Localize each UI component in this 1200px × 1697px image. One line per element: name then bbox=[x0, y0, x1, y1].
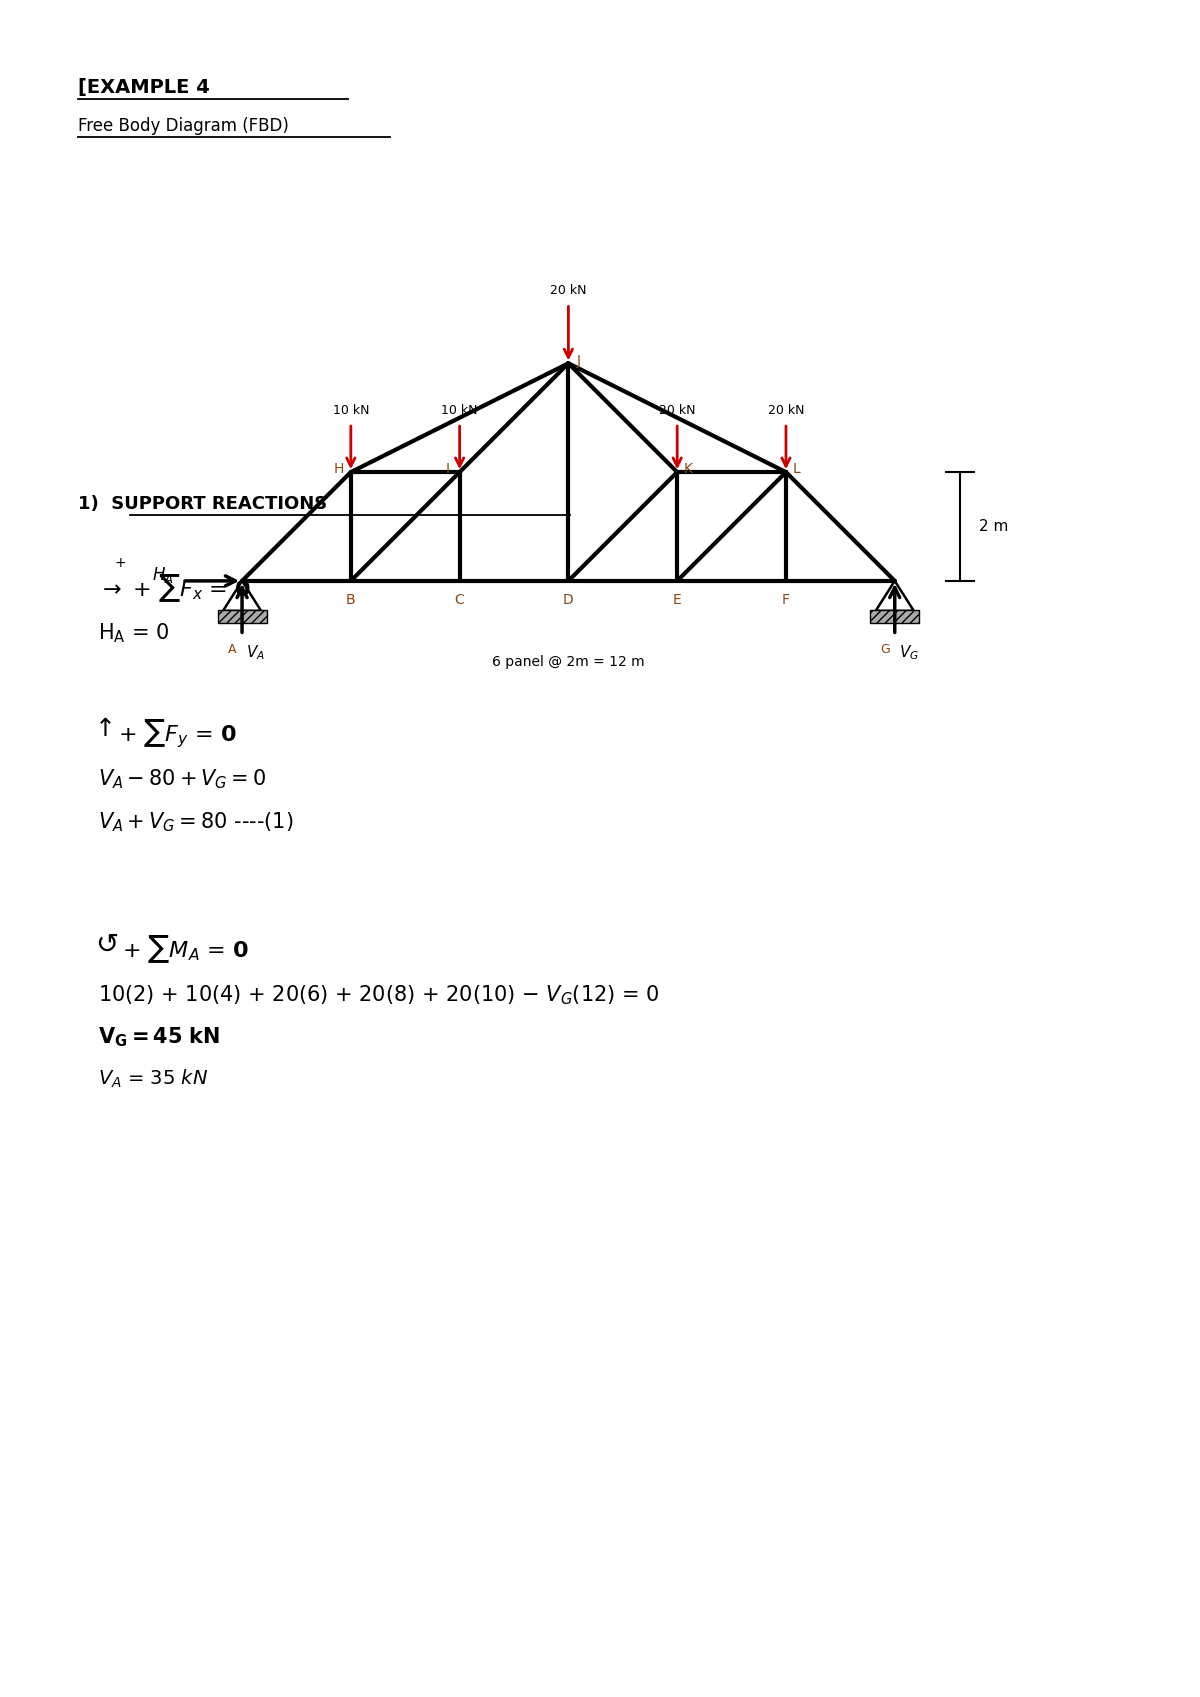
Text: 10(2) + 10(4) + 20(6) + 20(8) + 20(10) $-$ $V_G$(12) = 0: 10(2) + 10(4) + 20(6) + 20(8) + 20(10) $… bbox=[98, 983, 660, 1006]
Text: F: F bbox=[782, 592, 790, 608]
Text: $V_A$ = 35 $kN$: $V_A$ = 35 $kN$ bbox=[98, 1067, 209, 1089]
Text: $\uparrow$: $\uparrow$ bbox=[90, 718, 113, 742]
Text: E: E bbox=[673, 592, 682, 608]
Text: 10 kN: 10 kN bbox=[332, 404, 370, 417]
Text: Free Body Diagram (FBD): Free Body Diagram (FBD) bbox=[78, 117, 289, 134]
Text: $\mathrm{H_A}$ = 0: $\mathrm{H_A}$ = 0 bbox=[98, 621, 169, 645]
Text: $\circlearrowleft$: $\circlearrowleft$ bbox=[90, 930, 119, 959]
Text: $H_A$: $H_A$ bbox=[152, 565, 174, 585]
Text: $\rightarrow$ + $\sum F_x$ = $\mathbf{0}$: $\rightarrow$ + $\sum F_x$ = $\mathbf{0}… bbox=[98, 572, 252, 604]
Text: 20 kN: 20 kN bbox=[550, 283, 587, 297]
Text: H: H bbox=[334, 462, 344, 477]
Text: A: A bbox=[228, 643, 236, 657]
Text: 2 m: 2 m bbox=[979, 519, 1008, 535]
Text: + $\sum F_y$ = $\mathbf{0}$: + $\sum F_y$ = $\mathbf{0}$ bbox=[118, 718, 236, 750]
Bar bbox=[217, 609, 266, 623]
Polygon shape bbox=[223, 580, 262, 611]
Bar bbox=[870, 609, 919, 623]
Text: 20 kN: 20 kN bbox=[768, 404, 804, 417]
Text: $V_A + V_G = 80$ ----(1): $V_A + V_G = 80$ ----(1) bbox=[98, 809, 294, 833]
Text: $V_G$: $V_G$ bbox=[899, 643, 919, 662]
Text: D: D bbox=[563, 592, 574, 608]
Text: + $\sum M_A$ = $\mathbf{0}$: + $\sum M_A$ = $\mathbf{0}$ bbox=[122, 933, 250, 966]
Text: G: G bbox=[881, 643, 890, 657]
Text: +: + bbox=[114, 557, 126, 570]
Text: 20 kN: 20 kN bbox=[659, 404, 696, 417]
Text: $\mathbf{V_G = 45}$ $\mathit{\mathbf{kN}}$: $\mathbf{V_G = 45}$ $\mathit{\mathbf{kN}… bbox=[98, 1025, 221, 1049]
Text: C: C bbox=[455, 592, 464, 608]
Text: L: L bbox=[793, 462, 800, 477]
Text: $V_A$: $V_A$ bbox=[246, 643, 265, 662]
Text: 10 kN: 10 kN bbox=[442, 404, 478, 417]
Text: B: B bbox=[346, 592, 355, 608]
Text: I: I bbox=[445, 462, 450, 477]
Text: 1)  SUPPORT REACTIONS: 1) SUPPORT REACTIONS bbox=[78, 496, 328, 512]
Text: 6 panel @ 2m = 12 m: 6 panel @ 2m = 12 m bbox=[492, 655, 644, 670]
Text: A: A bbox=[230, 591, 240, 606]
Text: J: J bbox=[576, 353, 580, 368]
Text: G: G bbox=[889, 592, 900, 608]
Text: $V_A - 80 + V_G = 0$: $V_A - 80 + V_G = 0$ bbox=[98, 767, 266, 791]
Polygon shape bbox=[876, 580, 913, 611]
Text: [EXAMPLE 4: [EXAMPLE 4 bbox=[78, 78, 210, 97]
Text: K: K bbox=[684, 462, 692, 477]
